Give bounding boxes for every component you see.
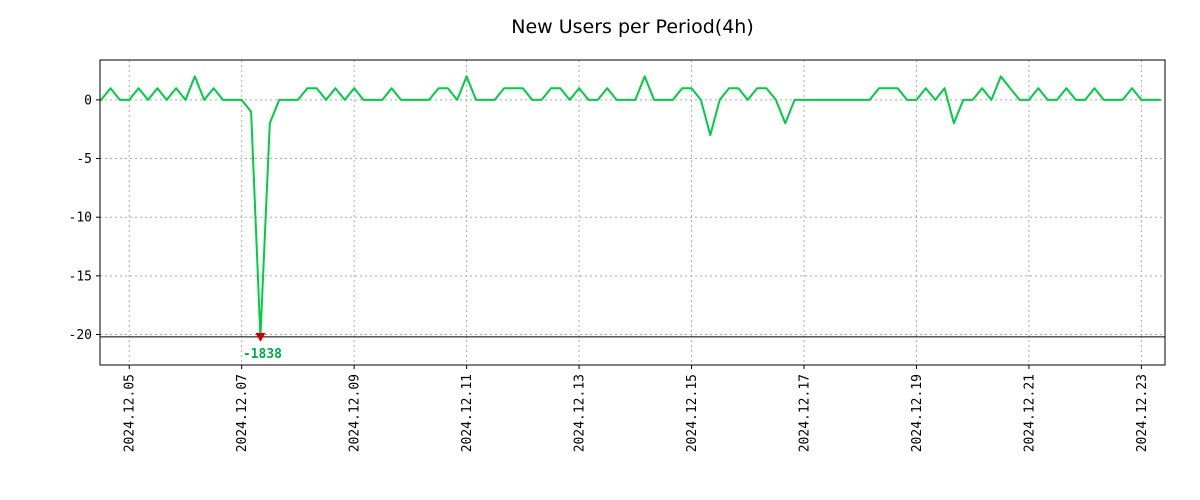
x-tick-label: 2024.12.19 — [910, 374, 925, 452]
plot-border — [99, 59, 1166, 366]
x-tick-label: 2024.12.15 — [685, 374, 700, 452]
x-tick-label: 2024.12.07 — [235, 374, 250, 452]
min-marker-icon — [255, 332, 266, 342]
x-tick-label: 2024.12.13 — [573, 374, 588, 452]
y-tick-label: -15 — [69, 269, 92, 284]
y-tick-label: -20 — [69, 328, 92, 343]
min-value-label: -1838 — [243, 347, 282, 362]
x-tick-label: 2024.12.17 — [798, 374, 813, 452]
x-tick-label: 2024.12.21 — [1022, 374, 1037, 452]
y-tick-label: -10 — [69, 211, 92, 226]
x-tick-label: 2024.12.09 — [348, 374, 363, 452]
y-tick-label: 0 — [84, 93, 92, 108]
x-tick-label: 2024.12.23 — [1135, 374, 1150, 452]
x-tick-label: 2024.12.11 — [460, 374, 475, 452]
chart-title: New Users per Period(4h) — [511, 16, 754, 38]
x-tick-label: 2024.12.05 — [123, 374, 138, 452]
series-line — [100, 75, 1162, 338]
y-tick-label: -5 — [76, 152, 92, 167]
